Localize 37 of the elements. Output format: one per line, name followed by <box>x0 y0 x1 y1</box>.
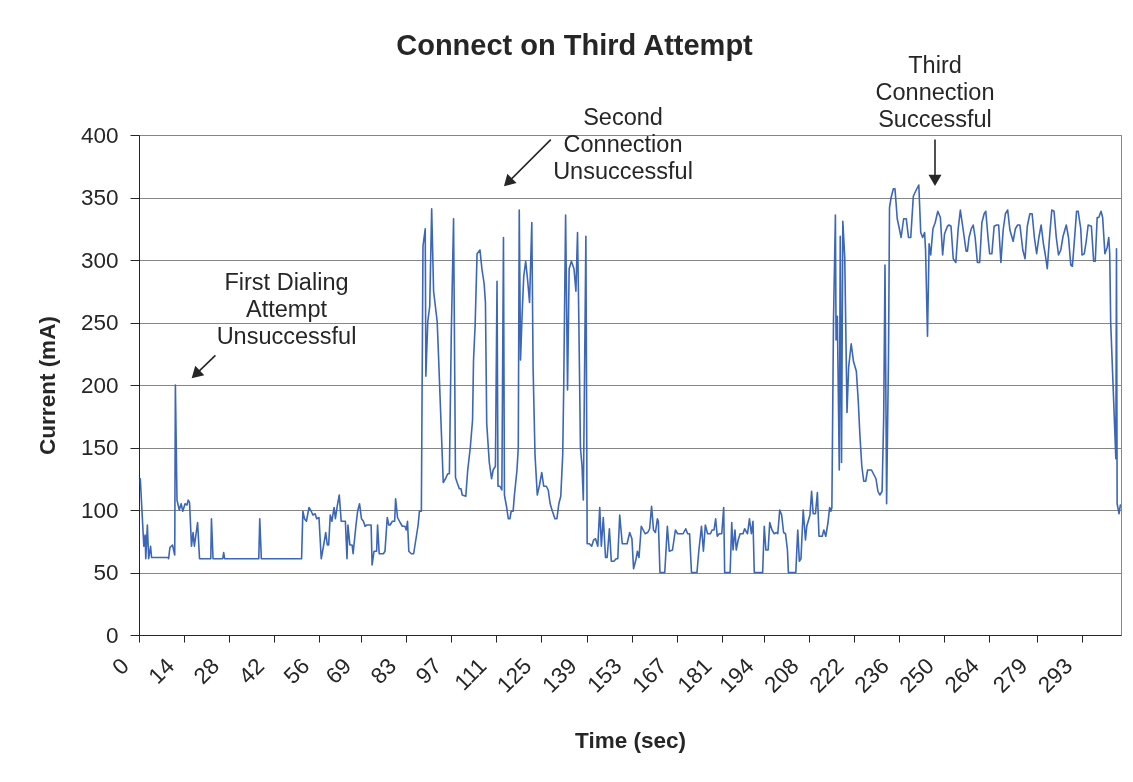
x-tick-label: 153 <box>582 653 627 698</box>
y-axis-title: Current (mA) <box>34 316 60 455</box>
y-tick-label: 350 <box>80 185 119 210</box>
annotation: Second Connection Unsuccessful <box>553 104 693 184</box>
line-series <box>139 184 1122 574</box>
x-tick-label: 167 <box>627 653 672 698</box>
y-tick-label: 50 <box>93 560 119 585</box>
y-tick-label: 250 <box>80 310 119 335</box>
x-tick-label: 111 <box>449 653 492 696</box>
x-tick-label: 56 <box>278 653 315 689</box>
y-tick-label: 0 <box>105 622 119 648</box>
x-tick-label: 42 <box>233 653 270 689</box>
annotation: First Dialing Attempt Unsuccessful <box>216 269 357 349</box>
y-tick-label: 150 <box>80 435 119 460</box>
x-tick-label: 125 <box>492 653 537 698</box>
x-tick-label: 139 <box>537 653 582 698</box>
text: Third Connection Successful <box>875 52 995 133</box>
x-tick-label: 181 <box>672 653 717 698</box>
x-axis-title: Time (sec) <box>575 727 686 753</box>
x-tick-label: 264 <box>939 653 984 698</box>
x-tick-label: 279 <box>988 653 1033 698</box>
y-tick-label: 100 <box>80 497 119 523</box>
x-tick-label: 28 <box>188 653 225 689</box>
x-tick-label: 208 <box>759 653 804 698</box>
x-tick-label: 250 <box>894 653 939 698</box>
y-tick-label: 400 <box>80 122 119 148</box>
y-tick-label: 200 <box>80 372 119 398</box>
x-tick-label: 83 <box>365 653 402 689</box>
chart-title: Connect on Third Attempt <box>396 29 754 62</box>
y-tick-label: 300 <box>80 247 119 273</box>
x-tick-label: 97 <box>410 653 447 689</box>
x-tick-label: 69 <box>320 653 357 689</box>
x-tick-label: 222 <box>804 653 849 698</box>
x-tick-label: 14 <box>143 653 180 689</box>
x-tick-label: 236 <box>849 653 894 698</box>
x-tick-label: 194 <box>714 653 759 698</box>
x-tick-label: 293 <box>1033 653 1078 698</box>
